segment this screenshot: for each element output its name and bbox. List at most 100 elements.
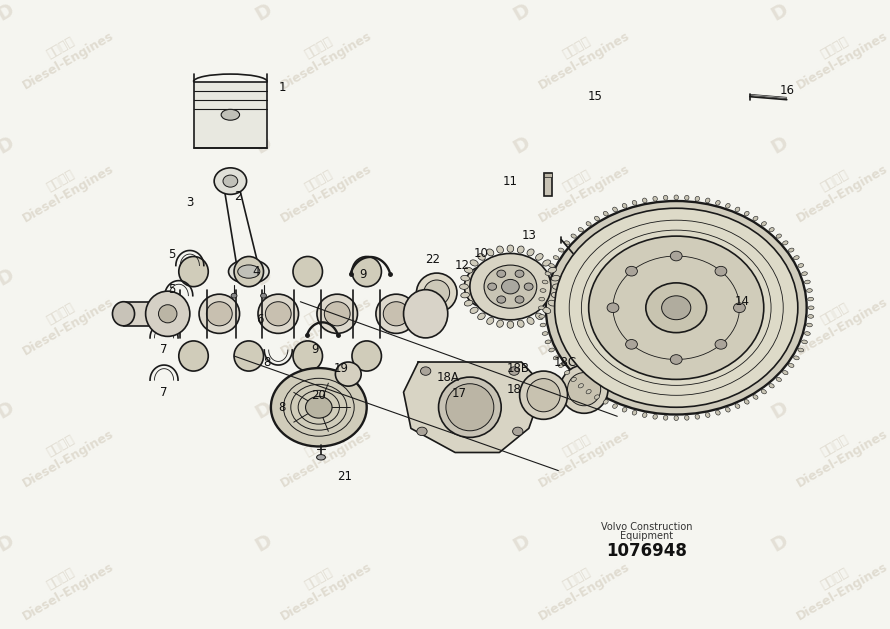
Ellipse shape	[769, 228, 774, 232]
Ellipse shape	[735, 207, 740, 212]
Circle shape	[670, 355, 682, 364]
Circle shape	[420, 367, 431, 376]
Ellipse shape	[206, 302, 232, 326]
Text: D: D	[0, 398, 17, 423]
Circle shape	[271, 368, 367, 447]
Ellipse shape	[527, 249, 534, 256]
Ellipse shape	[761, 221, 766, 226]
Text: D: D	[252, 133, 275, 157]
Ellipse shape	[776, 234, 781, 238]
Text: 紫发动力
Diesel-Engines: 紫发动力 Diesel-Engines	[12, 149, 117, 225]
Ellipse shape	[221, 109, 239, 120]
Ellipse shape	[112, 302, 134, 326]
Ellipse shape	[735, 404, 740, 408]
Bar	[545, 173, 552, 177]
Text: 1076948: 1076948	[606, 542, 687, 560]
Ellipse shape	[802, 272, 807, 276]
Ellipse shape	[674, 195, 678, 200]
Text: D: D	[510, 531, 533, 555]
Ellipse shape	[538, 298, 545, 301]
Circle shape	[502, 279, 519, 294]
Ellipse shape	[461, 276, 470, 281]
Circle shape	[607, 303, 619, 313]
Text: 21: 21	[337, 470, 352, 483]
Ellipse shape	[706, 413, 710, 418]
Ellipse shape	[806, 289, 813, 292]
Text: Equipment: Equipment	[620, 532, 674, 542]
Ellipse shape	[612, 404, 618, 408]
Circle shape	[670, 251, 682, 261]
Ellipse shape	[265, 302, 291, 326]
Text: 16: 16	[780, 84, 794, 97]
Ellipse shape	[478, 313, 485, 320]
Ellipse shape	[536, 253, 543, 260]
Ellipse shape	[538, 306, 545, 309]
Ellipse shape	[234, 341, 263, 371]
Circle shape	[715, 340, 727, 349]
Ellipse shape	[549, 348, 554, 352]
Text: D: D	[0, 531, 17, 555]
Text: 紫发动力
Diesel-Engines: 紫发动力 Diesel-Engines	[529, 16, 632, 92]
Text: 紫发动力
Diesel-Engines: 紫发动力 Diesel-Engines	[529, 547, 632, 623]
Ellipse shape	[324, 302, 350, 326]
Ellipse shape	[808, 314, 813, 318]
Ellipse shape	[487, 318, 494, 325]
Text: 紫发动力
Diesel-Engines: 紫发动力 Diesel-Engines	[787, 415, 890, 491]
Ellipse shape	[622, 203, 627, 208]
Ellipse shape	[473, 275, 497, 299]
Ellipse shape	[603, 211, 608, 216]
Text: 紫发动力
Diesel-Engines: 紫发动力 Diesel-Engines	[529, 415, 632, 491]
Circle shape	[515, 270, 524, 277]
Ellipse shape	[808, 298, 813, 301]
Text: 紫发动力
Diesel-Engines: 紫发动力 Diesel-Engines	[787, 547, 890, 623]
Ellipse shape	[716, 410, 720, 415]
Ellipse shape	[543, 307, 551, 313]
Text: 紫发动力
Diesel-Engines: 紫发动力 Diesel-Engines	[271, 282, 374, 358]
Circle shape	[524, 283, 533, 290]
Ellipse shape	[293, 257, 322, 287]
Ellipse shape	[744, 399, 749, 404]
Ellipse shape	[612, 207, 618, 212]
Ellipse shape	[199, 294, 239, 333]
Text: 紫发动力
Diesel-Engines: 紫发动力 Diesel-Engines	[787, 282, 890, 358]
Ellipse shape	[603, 399, 608, 404]
Ellipse shape	[571, 234, 577, 238]
Ellipse shape	[549, 264, 554, 267]
Ellipse shape	[663, 415, 668, 420]
Ellipse shape	[158, 304, 177, 323]
Text: 18B: 18B	[506, 362, 530, 374]
Ellipse shape	[507, 245, 514, 252]
Ellipse shape	[716, 201, 720, 205]
Circle shape	[513, 427, 523, 436]
Text: 紫发动力
Diesel-Engines: 紫发动力 Diesel-Engines	[529, 149, 632, 225]
Circle shape	[733, 303, 745, 313]
Text: 22: 22	[425, 253, 441, 266]
Text: 7: 7	[160, 343, 168, 357]
Text: 紫发动力
Diesel-Engines: 紫发动力 Diesel-Engines	[12, 547, 117, 623]
Ellipse shape	[507, 321, 514, 328]
Ellipse shape	[554, 256, 559, 260]
Text: Volvo Construction: Volvo Construction	[601, 521, 692, 532]
Ellipse shape	[554, 356, 559, 360]
Circle shape	[214, 168, 247, 194]
Ellipse shape	[653, 196, 658, 201]
Ellipse shape	[540, 289, 546, 292]
Ellipse shape	[725, 408, 730, 412]
Ellipse shape	[587, 221, 591, 226]
Ellipse shape	[806, 323, 813, 327]
Ellipse shape	[808, 306, 814, 309]
Text: 14: 14	[735, 295, 750, 308]
Text: D: D	[0, 265, 17, 290]
Ellipse shape	[684, 415, 689, 420]
Ellipse shape	[578, 228, 584, 232]
Ellipse shape	[761, 389, 766, 394]
Ellipse shape	[179, 341, 208, 371]
Text: D: D	[510, 133, 533, 157]
Circle shape	[515, 296, 524, 303]
Ellipse shape	[674, 416, 678, 421]
Ellipse shape	[336, 362, 361, 386]
Circle shape	[646, 283, 707, 333]
Text: D: D	[768, 398, 791, 423]
Text: 2: 2	[234, 190, 241, 203]
Ellipse shape	[155, 302, 181, 326]
